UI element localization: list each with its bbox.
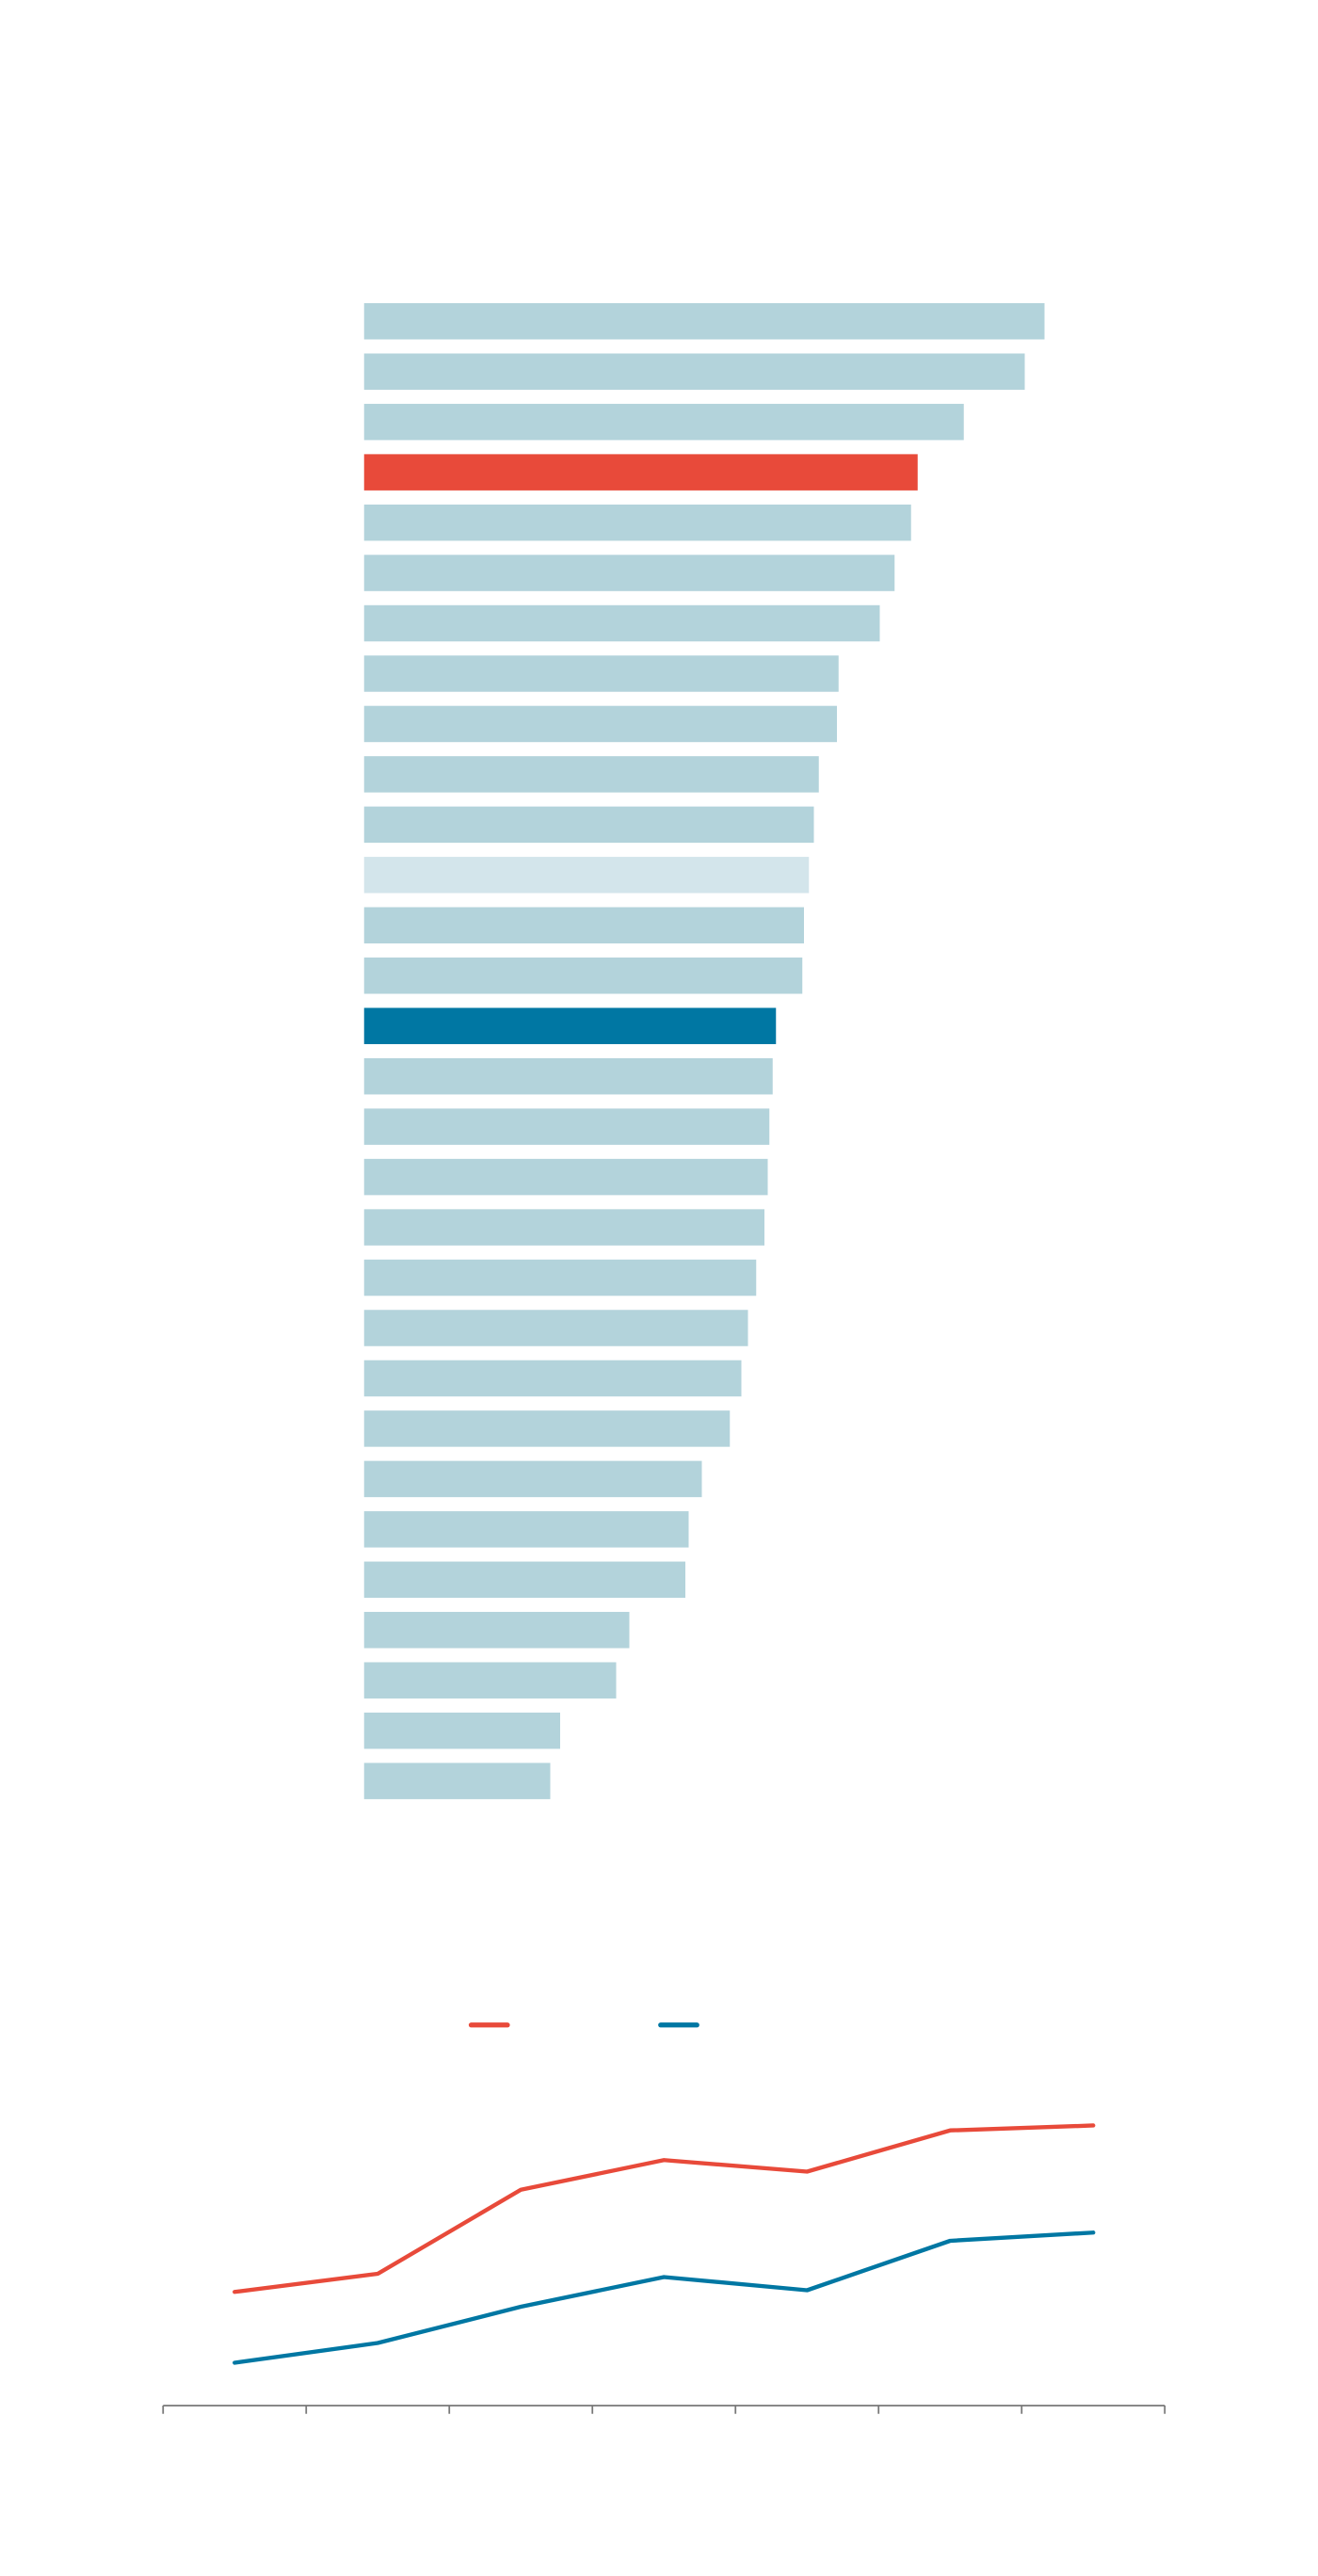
bar: [363, 1561, 685, 1599]
bar: [363, 403, 964, 441]
bar: [363, 1158, 768, 1196]
bar: [363, 504, 911, 541]
bar: [363, 1360, 742, 1397]
bar: [363, 1511, 689, 1548]
bar: [363, 857, 810, 894]
bar: [363, 1662, 617, 1699]
bar: [363, 756, 819, 793]
line: [233, 2123, 1096, 2294]
bar: [363, 1712, 561, 1749]
bar: [363, 1612, 630, 1649]
bar: [363, 1007, 777, 1044]
bar: [363, 958, 803, 994]
bar: [363, 454, 918, 491]
bar: [363, 1259, 757, 1296]
bar: [363, 1057, 773, 1095]
line: [233, 2230, 1096, 2365]
bar: [363, 705, 837, 743]
bar: [363, 1460, 702, 1498]
bar: [363, 353, 1025, 390]
bar: [363, 806, 814, 844]
bar: [363, 1209, 764, 1246]
bar: [363, 604, 880, 642]
bar: [363, 1108, 770, 1145]
bar: [363, 555, 895, 591]
bar: [363, 302, 1045, 340]
bar: [363, 907, 804, 944]
bar: [363, 1410, 731, 1447]
bar: [363, 1763, 551, 1799]
bar: [363, 655, 839, 692]
bar: [363, 1310, 748, 1346]
